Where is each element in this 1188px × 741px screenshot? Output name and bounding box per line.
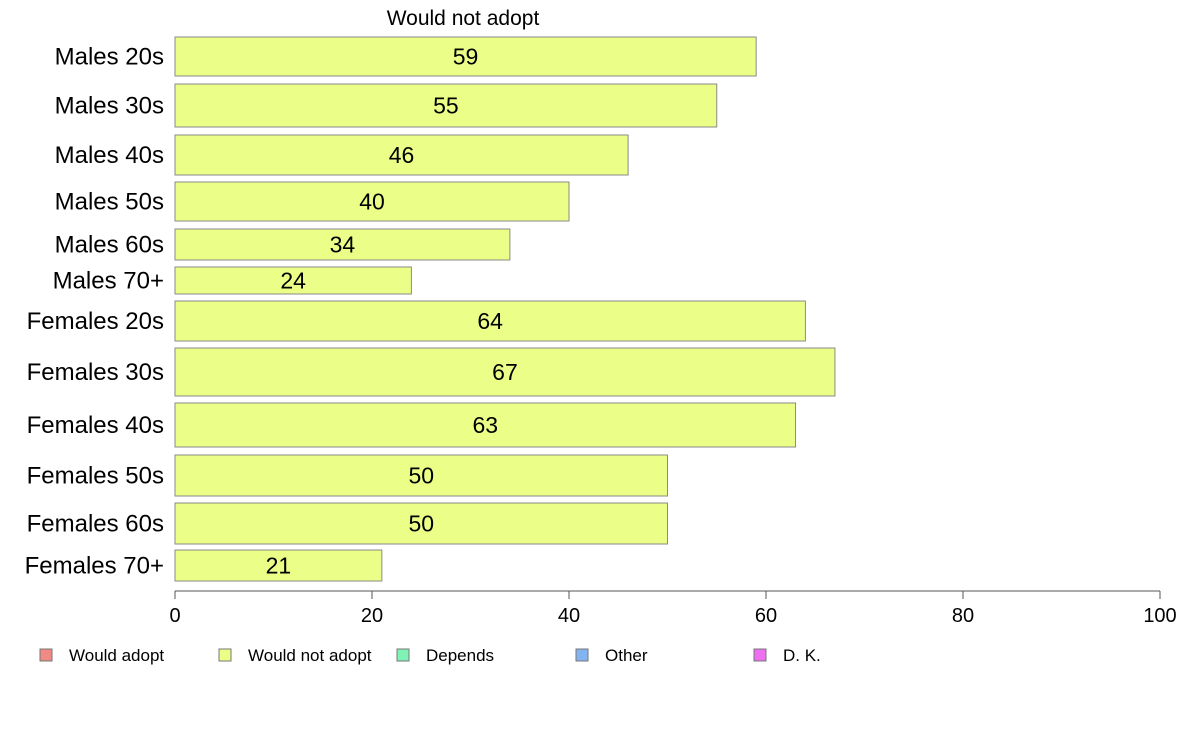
category-label: Females 20s [27,308,164,335]
bar-value-label: 34 [330,232,356,258]
bar-value-label: 50 [408,511,434,537]
bar [174,300,806,342]
x-tick-label: 40 [558,605,580,627]
category-labels: Males 20s Males 30s Males 40s Males 50s Male… [25,44,164,580]
x-tick-label: 80 [952,605,974,627]
legend-swatch [218,648,232,662]
legend-swatch [575,648,589,662]
category-label: Females 40s [27,412,164,439]
bar-value-label: 46 [389,142,415,168]
bar-value-label: 64 [477,308,503,334]
category-label: Males 60s [55,232,164,259]
bar-value-label: 67 [492,359,518,385]
legend-swatch [753,648,767,662]
bar-value-label: 55 [433,93,459,119]
legend-swatch [396,648,410,662]
chart-title: Would not adopt [387,7,540,30]
bar [174,502,668,545]
category-label: Males 20s [55,44,164,71]
x-axis: 0 20 40 60 80 100 [169,590,1177,627]
legend-label: Would not adopt [248,646,372,665]
x-tick-label: 20 [361,605,383,627]
legend-swatch [39,648,53,662]
bar-value-label: 24 [280,268,306,294]
category-label: Females 60s [27,511,164,538]
bar-value-label: 40 [359,189,385,215]
bar-value-label: 63 [472,412,498,438]
category-label: Females 70+ [25,553,164,580]
category-label: Males 40s [55,142,164,169]
category-label: Females 50s [27,463,164,490]
legend-label: D. K. [783,646,821,665]
legend-label: Other [605,646,648,665]
bar-value-label: 59 [453,44,479,70]
bar [174,134,629,176]
bar [174,181,570,222]
x-tick-label: 0 [169,605,180,627]
x-tick-label: 60 [755,605,777,627]
category-label: Males 70+ [53,268,164,295]
bar [174,347,836,397]
category-label: Males 30s [55,93,164,120]
bar-value-label: 21 [266,553,292,579]
legend-label: Would adopt [69,646,164,665]
category-label: Males 50s [55,189,164,216]
bar [174,454,668,497]
category-label: Females 30s [27,359,164,386]
bar [174,402,797,448]
legend: Would adopt Would not adopt Depends Other D.… [39,646,821,665]
bar [174,83,718,128]
x-tick-label: 100 [1143,605,1176,627]
bar [174,228,511,261]
legend-label: Depends [426,646,494,665]
bar [174,36,757,77]
bar-value-label: 50 [408,463,434,489]
bar [174,266,412,295]
bar [174,549,383,582]
